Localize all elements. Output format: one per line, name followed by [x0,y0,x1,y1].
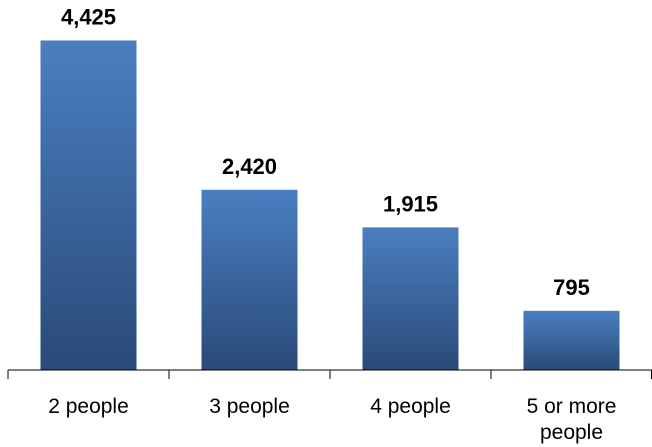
category-label: 5 or more people [527,395,617,444]
data-label: 795 [553,275,590,300]
category-label: 4 people [370,395,451,418]
value-labels-group: 4,425 2,420 1,915 795 [61,4,590,299]
category-label: 2 people [48,395,129,418]
bars-group [40,40,620,370]
data-label: 4,425 [61,4,116,29]
category-label: 3 people [209,395,290,418]
bar-3-people [201,189,298,370]
bar-5-or-more-people [523,310,620,370]
data-label: 2,420 [222,154,277,179]
data-label: 1,915 [383,191,438,216]
category-labels-group: 2 people 3 people 4 people 5 or more people [48,395,616,444]
bar-4-people [362,227,459,370]
x-axis [7,369,652,379]
bar-2-people [40,40,137,370]
